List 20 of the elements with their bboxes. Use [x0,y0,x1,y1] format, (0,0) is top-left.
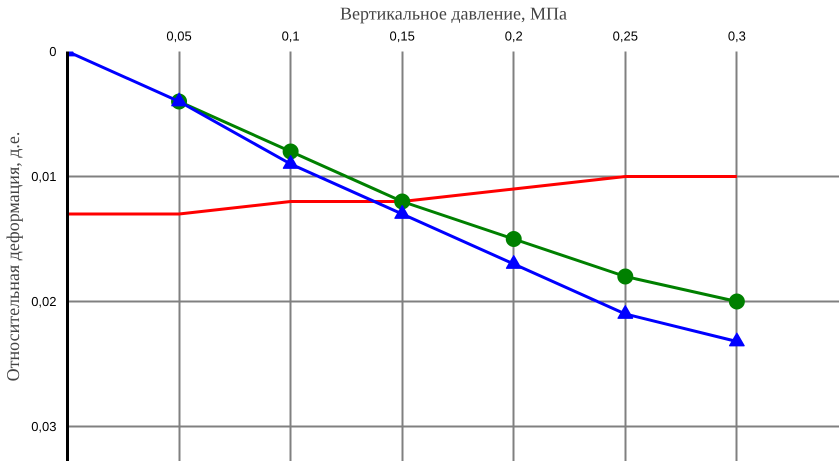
point [506,231,522,247]
y-tick-label: 0 [49,44,57,59]
point [617,304,634,319]
y-tick-label: 0,03 [31,419,57,434]
point [394,194,410,210]
y-tick-label: 0,01 [31,169,57,184]
x-tick-label: 0,2 [504,28,523,44]
x-tick-label: 0,15 [390,28,415,44]
point [282,144,299,160]
y-axis-title: Относительная деформация, д.е. [3,132,24,382]
point [728,332,745,346]
point [394,204,410,219]
line-series [68,175,738,216]
point [506,254,522,269]
x-tick-label: 0,05 [166,28,192,44]
x-tick-label: 0,25 [612,28,638,44]
x-tick-label: 0,3 [728,28,746,44]
x-tick-label: 0,1 [282,28,300,44]
x-axis-title: Вертикальное давление, МПа [340,4,568,24]
y-tick-label: 0,02 [31,294,57,309]
